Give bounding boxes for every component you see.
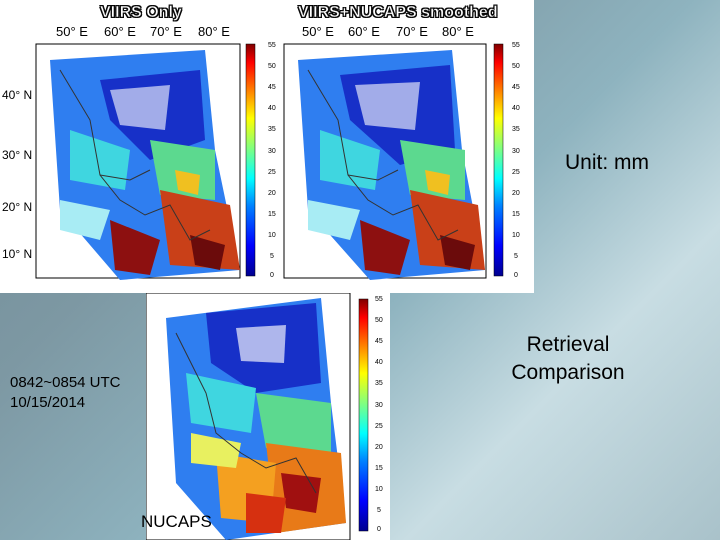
colorbar-tick: 10 (375, 486, 383, 493)
viirs-only-map (35, 43, 256, 280)
caption-line: Retrieval (526, 333, 610, 356)
lon-label: 70° E (150, 24, 182, 39)
colorbar-tick: 55 (375, 296, 383, 303)
nucaps-panel: 55 50 45 40 35 30 25 20 15 10 5 0 (146, 293, 390, 540)
time-label: 0842~0854 UTC (10, 374, 121, 391)
lon-label: 70° E (396, 24, 428, 39)
colorbar-tick: 35 (375, 380, 383, 387)
panel-title: VIIRS+NUCAPS smoothed (298, 4, 498, 22)
colorbar-tick: 10 (512, 232, 520, 239)
unit-label: Unit: mm (565, 151, 649, 174)
colorbar-tick: 20 (375, 444, 383, 451)
viirs-only-panel: VIIRS Only 50° E 60° E 70° E 80° E 40° N… (0, 0, 280, 293)
colorbar-tick: 35 (268, 126, 276, 133)
lon-label: 50° E (56, 24, 88, 39)
colorbar-tick: 5 (270, 253, 274, 260)
colorbar-tick: 55 (512, 42, 520, 49)
colorbar-tick: 15 (375, 465, 383, 472)
colorbar-tick: 45 (268, 84, 276, 91)
colorbar-tick: 5 (377, 507, 381, 514)
colorbar-tick: 0 (377, 526, 381, 533)
colorbar-tick: 40 (375, 359, 383, 366)
colorbar-tick: 30 (268, 148, 276, 155)
lat-label: 30° N (2, 148, 33, 162)
colorbar-tick: 35 (512, 126, 520, 133)
colorbar-tick: 30 (512, 148, 520, 155)
colorbar-tick: 5 (514, 253, 518, 260)
colorbar-tick: 30 (375, 402, 383, 409)
viirs-nucaps-smoothed-panel: VIIRS+NUCAPS smoothed 50° E 60° E 70° E … (280, 0, 534, 293)
colorbar-tick: 50 (268, 63, 276, 70)
lon-label: 60° E (104, 24, 136, 39)
colorbar-tick: 0 (514, 272, 518, 279)
colorbar-tick: 20 (512, 190, 520, 197)
nucaps-panel-label: NUCAPS (141, 512, 212, 531)
colorbar-tick: 25 (512, 169, 520, 176)
colorbar-tick: 50 (375, 317, 383, 324)
colorbar-tick: 45 (375, 338, 383, 345)
lon-label: 60° E (348, 24, 380, 39)
lon-label: 80° E (198, 24, 230, 39)
colorbar-tick: 15 (512, 211, 520, 218)
lon-label: 50° E (302, 24, 334, 39)
date-label: 10/15/2014 (10, 394, 86, 411)
caption: Retrieval Comparison (470, 331, 666, 387)
colorbar-tick: 0 (270, 272, 274, 279)
nucaps-map (146, 293, 369, 540)
colorbar-tick: 15 (268, 211, 276, 218)
lat-label: 10° N (2, 247, 33, 261)
colorbar-tick: 40 (268, 105, 276, 112)
colorbar-tick: 55 (268, 42, 276, 49)
lat-label: 20° N (2, 200, 33, 214)
viirs-nucaps-smoothed-map (283, 43, 504, 280)
lon-label: 80° E (442, 24, 474, 39)
panel-title: VIIRS Only (100, 4, 182, 22)
colorbar-tick: 40 (512, 105, 520, 112)
colorbar-tick: 25 (268, 169, 276, 176)
colorbar-tick: 20 (268, 190, 276, 197)
colorbar-tick: 45 (512, 84, 520, 91)
colorbar-tick: 50 (512, 63, 520, 70)
caption-line: Comparison (511, 361, 625, 384)
lat-label: 40° N (2, 88, 33, 102)
colorbar-tick: 10 (268, 232, 276, 239)
colorbar-tick: 25 (375, 423, 383, 430)
